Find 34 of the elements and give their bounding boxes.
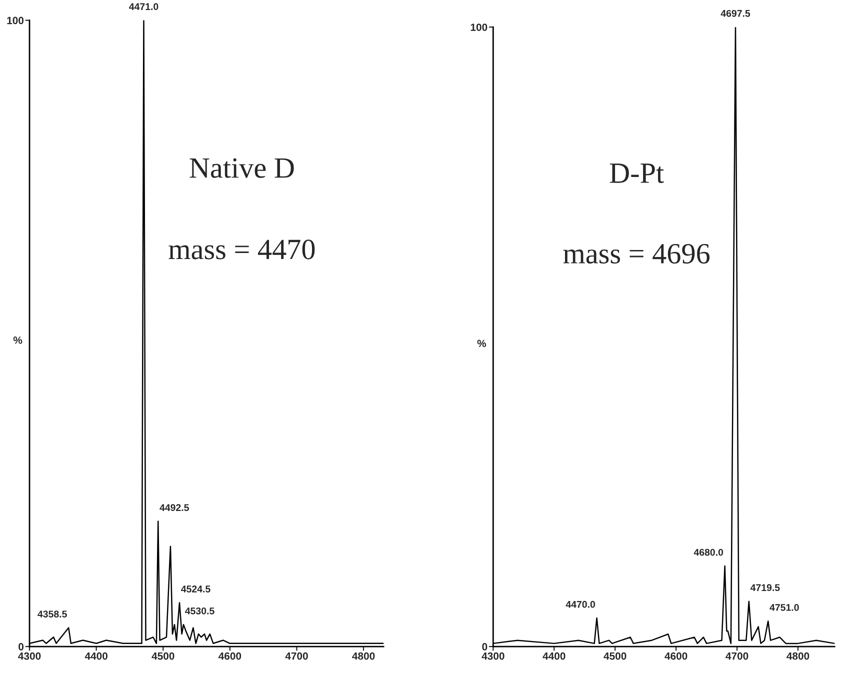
y-tick-label: 0	[482, 643, 488, 650]
annotation: mass = 4696	[563, 244, 710, 264]
y-axis-title: %	[13, 336, 22, 344]
annotation: 4358.5	[38, 610, 67, 618]
x-tick-label: 4400	[84, 652, 108, 660]
x-tick-label: 4500	[152, 652, 174, 660]
x-tick-label: 4600	[664, 652, 688, 660]
x-tick-label: 4700	[285, 652, 308, 660]
y-tick-label: 100	[7, 16, 24, 24]
annotation: 4470.0	[566, 600, 596, 608]
annotation: Native D	[190, 158, 294, 178]
line-series	[30, 20, 384, 644]
x-tick-label: 4500	[604, 652, 626, 660]
x-tick-label: 4300	[482, 652, 504, 660]
annotation: D-Pt	[610, 164, 664, 184]
annotation: 4492.5	[160, 504, 189, 512]
x-tick-label: 4800	[352, 652, 375, 660]
x-tick-label: 4800	[786, 652, 810, 660]
x-tick-label: 4300	[18, 652, 41, 660]
annotation: 4697.5	[720, 10, 750, 17]
annotation: 4530.5	[185, 607, 214, 614]
annotation: 4719.5	[750, 584, 780, 592]
x-tick-label: 4600	[218, 652, 242, 660]
annotation: 4524.5	[181, 586, 210, 592]
annotation: mass = 4470	[168, 240, 315, 260]
annotation: 4680.0	[694, 548, 724, 556]
annotation: 4751.0	[770, 604, 799, 611]
annotation: 4471.0	[129, 3, 158, 10]
line-series	[493, 27, 835, 644]
x-tick-label: 4400	[542, 652, 566, 660]
x-tick-label: 4700	[726, 652, 748, 660]
y-tick-label: 0	[18, 643, 24, 650]
y-axis-title: %	[477, 340, 486, 348]
y-tick-label: 100	[470, 24, 488, 31]
